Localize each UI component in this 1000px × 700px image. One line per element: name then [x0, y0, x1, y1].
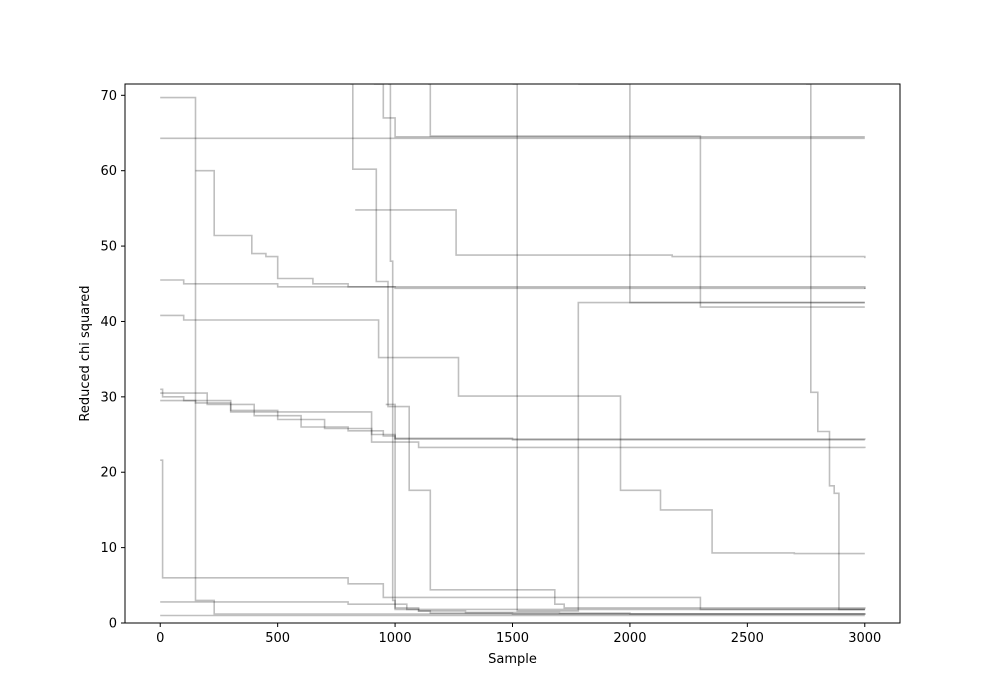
series-line-8	[160, 388, 866, 440]
series-line-2	[160, 96, 865, 615]
series-line-20	[385, 403, 866, 615]
series-line-9	[160, 459, 865, 611]
x-axis-ticks: 0 500 1000 1500 2000 2500 3000	[156, 623, 881, 646]
series-line-18	[806, 84, 865, 611]
x-tick-label: 500	[265, 631, 290, 646]
y-axis-ticks: 0 10 20 30 40 50 60 70	[100, 89, 125, 632]
series-line-17	[578, 84, 865, 304]
y-tick-label: 20	[100, 466, 117, 481]
series-line-19	[388, 84, 866, 615]
y-tick-label: 0	[109, 617, 117, 632]
x-tick-label: 1500	[496, 631, 529, 646]
series-line-6	[160, 392, 865, 441]
series-line-5	[160, 314, 865, 555]
series-line-7	[160, 399, 866, 449]
y-axis-label: Reduced chi squared	[78, 285, 93, 421]
series-line-4	[160, 279, 866, 290]
y-tick-label: 40	[100, 315, 117, 330]
y-tick-label: 30	[100, 390, 117, 405]
series-line-3	[195, 169, 866, 289]
x-tick-label: 2000	[613, 631, 646, 646]
series-line-14	[355, 209, 866, 259]
series-line-15	[428, 84, 865, 308]
plot-frame	[124, 83, 901, 624]
series-lines	[160, 84, 866, 617]
y-tick-label: 70	[100, 89, 117, 104]
y-tick-label: 60	[100, 164, 117, 179]
series-line-10	[160, 601, 865, 611]
series-line-12	[350, 84, 866, 610]
y-tick-label: 10	[100, 541, 117, 556]
x-tick-label: 3000	[848, 631, 881, 646]
series-line-16	[512, 84, 865, 612]
series-line-13	[373, 84, 865, 138]
x-tick-label: 1000	[379, 631, 412, 646]
x-tick-label: 0	[156, 631, 164, 646]
y-tick-label: 50	[100, 240, 117, 255]
x-axis-label: Sample	[488, 652, 537, 667]
x-tick-label: 2500	[731, 631, 764, 646]
